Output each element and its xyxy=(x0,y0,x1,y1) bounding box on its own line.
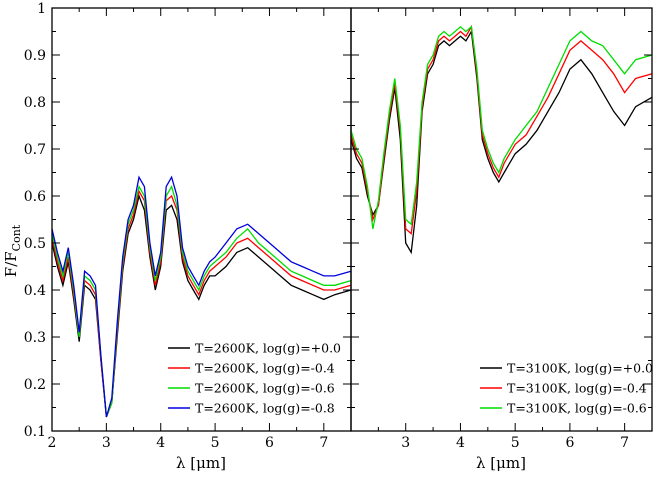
legend-label: T=2600K, log(g)=-0.8 xyxy=(195,401,335,416)
y-tick-label: 0.9 xyxy=(24,48,46,64)
legend-label: T=2600K, log(g)=-0.4 xyxy=(195,361,335,376)
y-tick-label: 0.4 xyxy=(24,283,46,299)
y-axis-label: F/FCont xyxy=(2,224,23,277)
legend-label: T=2600K, log(g)=-0.6 xyxy=(195,381,335,396)
x-tick-label: 6 xyxy=(265,435,274,451)
y-tick-label: 0.2 xyxy=(24,377,46,393)
left-panel: 2 3 4 5 6 7 0.1 0.2 0.3 0.4 0.5 0.6 0.7 0.8 0.9 1 T=2600… xyxy=(24,1,352,451)
x-tick-label: 7 xyxy=(620,435,629,451)
x-tick-label: 2 xyxy=(48,435,57,451)
series-line-0-0 xyxy=(51,193,352,418)
series-line-1-1 xyxy=(350,24,653,235)
y-tick-label: 0.8 xyxy=(24,95,46,111)
x-tick-label: 4 xyxy=(156,435,165,451)
x-axis-label-right: λ [μm] xyxy=(476,454,526,472)
y-tick-label: 0.6 xyxy=(24,189,46,205)
x-tick-label: 5 xyxy=(211,435,220,451)
y-tick-label: 0.7 xyxy=(24,142,46,158)
x-tick-label: 4 xyxy=(456,435,465,451)
x-tick-label: 7 xyxy=(319,435,328,451)
x-axis-label-left: λ [μm] xyxy=(176,454,226,472)
x-tick-label: 6 xyxy=(565,435,574,451)
y-tick-label: 0.1 xyxy=(24,424,46,440)
x-tick-label: 3 xyxy=(401,435,410,451)
series-line-0-3 xyxy=(51,175,352,418)
series-line-1-2 xyxy=(350,25,653,230)
y-tick-label: 0.3 xyxy=(24,330,46,346)
legend-label: T=2600K, log(g)=+0.0 xyxy=(195,341,341,356)
y-tick-label: 1 xyxy=(37,1,46,17)
x-tick-label: 3 xyxy=(102,435,111,451)
legend-label: T=3100K, log(g)=-0.6 xyxy=(507,401,647,416)
series-line-0-2 xyxy=(51,184,352,418)
y-axis-label-subscript: Cont xyxy=(10,224,23,251)
y-axis-label-main: F/F xyxy=(2,251,20,277)
legend-label: T=3100K, log(g)=-0.4 xyxy=(507,381,647,396)
legend-label: T=3100K, log(g)=+0.0 xyxy=(507,361,653,376)
x-tick-label: 5 xyxy=(511,435,520,451)
right-panel: 3 4 5 6 7 T=3100K, log(g)=+0.0 T=3100K, log(g)… xyxy=(350,7,653,451)
y-tick-label: 0.5 xyxy=(24,236,46,252)
